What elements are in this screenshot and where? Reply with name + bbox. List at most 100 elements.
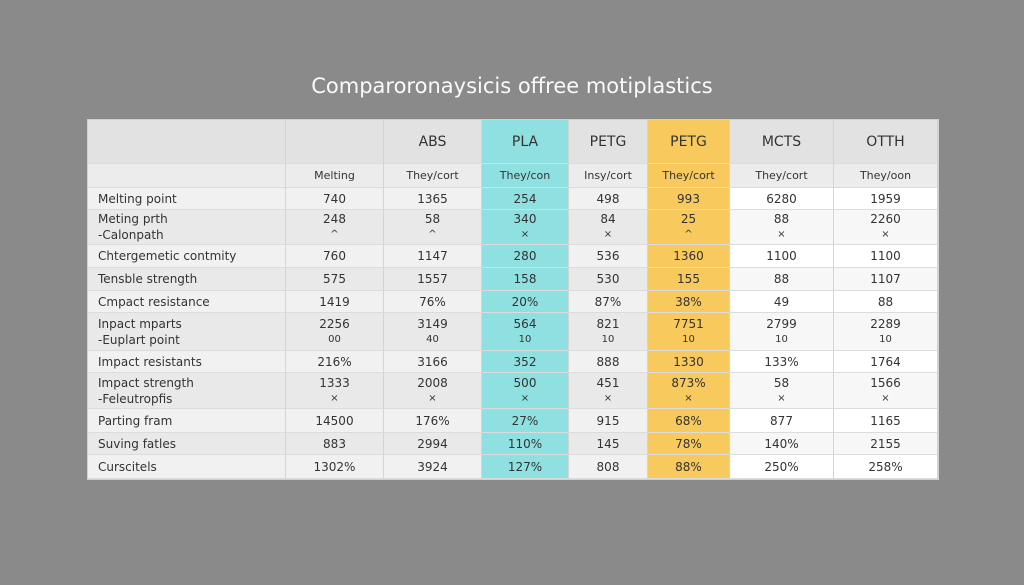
cell-text: 1333 [319, 375, 350, 390]
data-cell: 1419 [286, 291, 384, 313]
row-label: Suving fatles [88, 433, 286, 455]
cell-text: 1360 [673, 249, 704, 263]
data-cell: 564 10 [482, 313, 569, 351]
header-cell: OTTH [834, 120, 938, 164]
data-cell: 58 × [730, 373, 834, 409]
data-cell: 2799 10 [730, 313, 834, 351]
cell-text: 808 [596, 459, 620, 474]
cell-text: Chtergemetic contmity [98, 249, 237, 263]
data-cell: 883 [286, 433, 384, 455]
cell-text: 158 [513, 272, 537, 286]
cell-text: 38% [675, 294, 702, 309]
data-cell: 2289 10 [834, 313, 938, 351]
cell-text: 14500 [315, 413, 354, 428]
cell-text: 530 [596, 272, 620, 286]
data-cell: 352 [482, 351, 569, 373]
cell-text: 110% [507, 436, 543, 451]
cell-text: 88 [773, 212, 790, 226]
data-cell: 2260 × [834, 210, 938, 245]
data-cell: 76% [384, 291, 482, 313]
row-label: Cmpact resistance [88, 291, 286, 313]
row-label: Parting fram [88, 409, 286, 433]
cell-text: Parting fram [98, 413, 173, 428]
cell-text: Melting point [98, 191, 177, 206]
cell-text: 1365 [417, 191, 448, 206]
cell-text: 10 [682, 333, 695, 345]
data-cell: 915 [569, 409, 648, 433]
cell-text: 2289 [870, 316, 901, 331]
data-cell: 1557 [384, 268, 482, 291]
data-cell: 575 [286, 268, 384, 291]
data-cell: 6280 [730, 188, 834, 210]
cell-text: × [603, 392, 613, 404]
header-cell [88, 120, 286, 164]
data-cell: 155 [648, 268, 730, 291]
cell-text: 88 [877, 294, 894, 309]
cell-text: ^ [684, 229, 693, 240]
data-cell: 2994 [384, 433, 482, 455]
cell-text: 6280 [766, 191, 797, 206]
data-cell: 760 [286, 245, 384, 268]
cell-text: 536 [596, 249, 620, 263]
cell-text: 888 [596, 354, 620, 369]
cell-text: 00 [328, 333, 341, 345]
data-cell: 888 [569, 351, 648, 373]
cell-text: 87% [594, 294, 622, 309]
data-cell: 1330 [648, 351, 730, 373]
data-cell: 158 [482, 268, 569, 291]
cell-text: 1566 [870, 375, 901, 390]
row-label: Tensble strength [88, 268, 286, 291]
cell-text: × [603, 229, 613, 240]
cell-text: -Feleutropfis [98, 391, 173, 406]
cell-text: PLA [511, 133, 539, 150]
cell-text: 76% [419, 294, 446, 309]
subheader-cell: They/cort [648, 164, 730, 188]
data-cell: 25 ^ [648, 210, 730, 245]
data-cell: 1147 [384, 245, 482, 268]
data-cell: 993 [648, 188, 730, 210]
data-cell: 1107 [834, 268, 938, 291]
cell-text: × [428, 392, 437, 404]
cell-text: 498 [596, 191, 620, 206]
cell-text: 40 [426, 333, 439, 345]
cell-text: 3149 [417, 316, 448, 331]
data-cell: 340 × [482, 210, 569, 245]
cell-text: × [520, 229, 530, 240]
header-cell [286, 120, 384, 164]
row-label: Curscitels [88, 455, 286, 479]
cell-text: They/cort [406, 168, 459, 182]
data-cell: 1333 × [286, 373, 384, 409]
row-label: Melting point [88, 188, 286, 210]
cell-text: 575 [323, 272, 346, 286]
data-cell: 254 [482, 188, 569, 210]
cell-text: 10 [518, 333, 532, 345]
cell-text: × [684, 392, 693, 404]
data-cell: 1365 [384, 188, 482, 210]
header-cell: ABS [384, 120, 482, 164]
cell-text: 248 [323, 212, 346, 226]
cell-text: 88% [675, 459, 702, 474]
cell-text: 2799 [766, 316, 797, 331]
cell-text: 254 [513, 191, 537, 206]
cell-text: 27% [511, 413, 539, 428]
row-label: Chtergemetic contmity [88, 245, 286, 268]
data-cell: 877 [730, 409, 834, 433]
data-cell: 740 [286, 188, 384, 210]
data-cell: 84 × [569, 210, 648, 245]
cell-text: -Calonpath [98, 228, 164, 242]
row-label: Impact resistants [88, 351, 286, 373]
data-cell: 250% [730, 455, 834, 479]
cell-text: 7751 [673, 316, 704, 331]
cell-text: 1419 [319, 294, 350, 309]
data-cell: 216% [286, 351, 384, 373]
cell-text: 10 [775, 333, 788, 345]
cell-text: Impact strength [98, 375, 194, 390]
cell-text: 352 [513, 354, 537, 369]
subheader-cell: They/oon [834, 164, 938, 188]
row-label: Meting prth -Calonpath [88, 210, 286, 245]
cell-text: 68% [675, 413, 702, 428]
cell-text: × [520, 392, 530, 404]
cell-text: -Euplart point [98, 332, 180, 347]
cell-text: Melting [314, 168, 355, 182]
